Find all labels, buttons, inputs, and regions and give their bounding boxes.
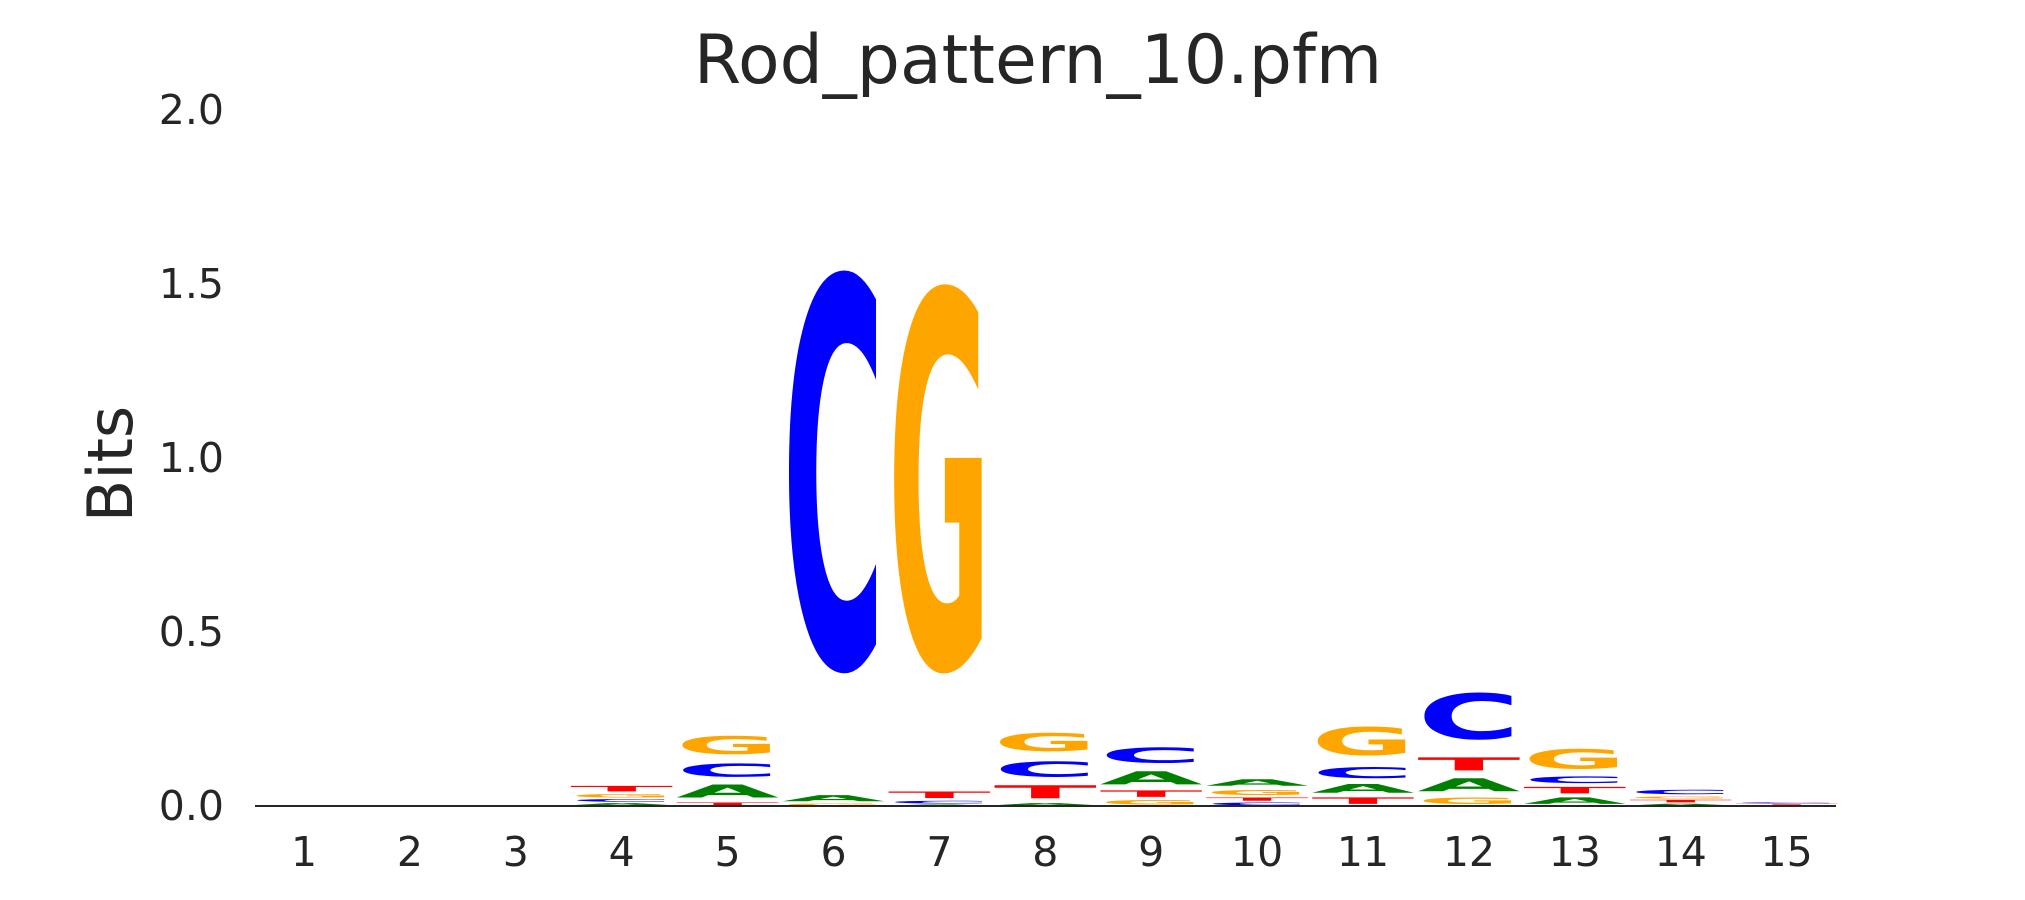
logo-letter-T: T	[570, 785, 673, 794]
logo-letter-G: G	[570, 793, 673, 798]
x-tick-label: 11	[1337, 828, 1389, 876]
logo-letter-A: A	[570, 803, 673, 806]
logo-letter-T: T	[1206, 797, 1309, 802]
logo-letter-C: C	[1312, 764, 1415, 781]
logo-letter-T: T	[1735, 804, 1838, 805]
logo-letter-G: G	[676, 731, 779, 760]
x-axis-ticks: 1 2 3 4 5 6 7 8 9 10 11 12 13 14 15	[291, 828, 1813, 876]
x-tick-label: 12	[1443, 828, 1495, 876]
logo-letter-T: T	[1312, 796, 1415, 806]
x-tick-label: 1	[291, 828, 317, 876]
chart-title: Rod_pattern_10.pfm	[694, 21, 1382, 100]
logo-letter-G: G	[1523, 744, 1626, 775]
x-tick-label: 5	[715, 828, 741, 876]
logo-letter-T: T	[1523, 785, 1626, 795]
logo-letter-T: T	[1629, 799, 1732, 803]
y-axis-label: Bits	[74, 406, 147, 522]
x-tick-label: 13	[1549, 828, 1601, 876]
logo-letter-A: A	[1629, 803, 1732, 806]
y-tick-label: 0.5	[159, 608, 224, 656]
logo-letter-G: G	[994, 728, 1097, 757]
logo-letter-G: G	[1629, 796, 1732, 799]
logo-letter-C: C	[888, 800, 991, 804]
x-tick-label: 3	[503, 828, 529, 876]
logo-letter-C: C	[1523, 775, 1626, 785]
logo-letter-C: C	[1735, 802, 1838, 803]
logo-letter-G: G	[888, 189, 991, 788]
logo-letter-C: C	[570, 798, 673, 802]
logo-letter-C: C	[1629, 789, 1732, 796]
x-tick-label: 9	[1138, 828, 1164, 876]
logo-letter-C: C	[1417, 681, 1520, 754]
logo-stacks: ACGTTACGGACACTGATCGGTACCTGATACGGATCATCGA…	[570, 172, 1838, 806]
x-tick-label: 15	[1761, 828, 1813, 876]
logo-letter-A: A	[1312, 782, 1415, 796]
logo-letter-A: A	[1417, 775, 1520, 796]
logo-letter-T: T	[676, 802, 779, 806]
y-tick-label: 1.0	[159, 434, 224, 482]
logo-letter-T: T	[1100, 789, 1203, 799]
logo-letter-A: A	[1100, 768, 1203, 789]
x-tick-label: 6	[820, 828, 846, 876]
logo-letter-A: A	[994, 803, 1097, 806]
logo-letter-C: C	[1100, 743, 1203, 767]
logo-letter-G: G	[1206, 788, 1309, 797]
logo-letter-C: C	[676, 760, 779, 781]
x-tick-label: 2	[397, 828, 423, 876]
x-tick-label: 14	[1655, 828, 1707, 876]
logo-letter-C: C	[1206, 802, 1309, 806]
logo-letter-C: C	[994, 757, 1097, 781]
logo-letter-A: A	[1206, 778, 1309, 788]
y-tick-label: 2.0	[159, 86, 224, 134]
y-axis-ticks: 0.0 0.5 1.0 1.5 2.0	[159, 86, 224, 830]
x-tick-label: 7	[926, 828, 952, 876]
x-tick-label: 10	[1231, 828, 1283, 876]
logo-letter-G: G	[1417, 796, 1520, 806]
logo-letter-A: A	[782, 794, 885, 804]
logo-letter-A: A	[676, 781, 779, 802]
x-tick-label: 8	[1032, 828, 1058, 876]
logo-letter-T: T	[1417, 754, 1520, 775]
y-tick-label: 1.5	[159, 260, 224, 308]
y-tick-label: 0.0	[159, 782, 224, 830]
logo-letter-T: T	[888, 790, 991, 800]
logo-letter-A: A	[1523, 796, 1626, 806]
logo-letter-G: G	[1100, 799, 1203, 806]
logo-letter-G: G	[1312, 719, 1415, 764]
logo-letter-T: T	[994, 782, 1097, 803]
x-tick-label: 4	[609, 828, 635, 876]
logo-letter-C: C	[782, 172, 885, 791]
logo-letter-G: G	[782, 803, 885, 806]
